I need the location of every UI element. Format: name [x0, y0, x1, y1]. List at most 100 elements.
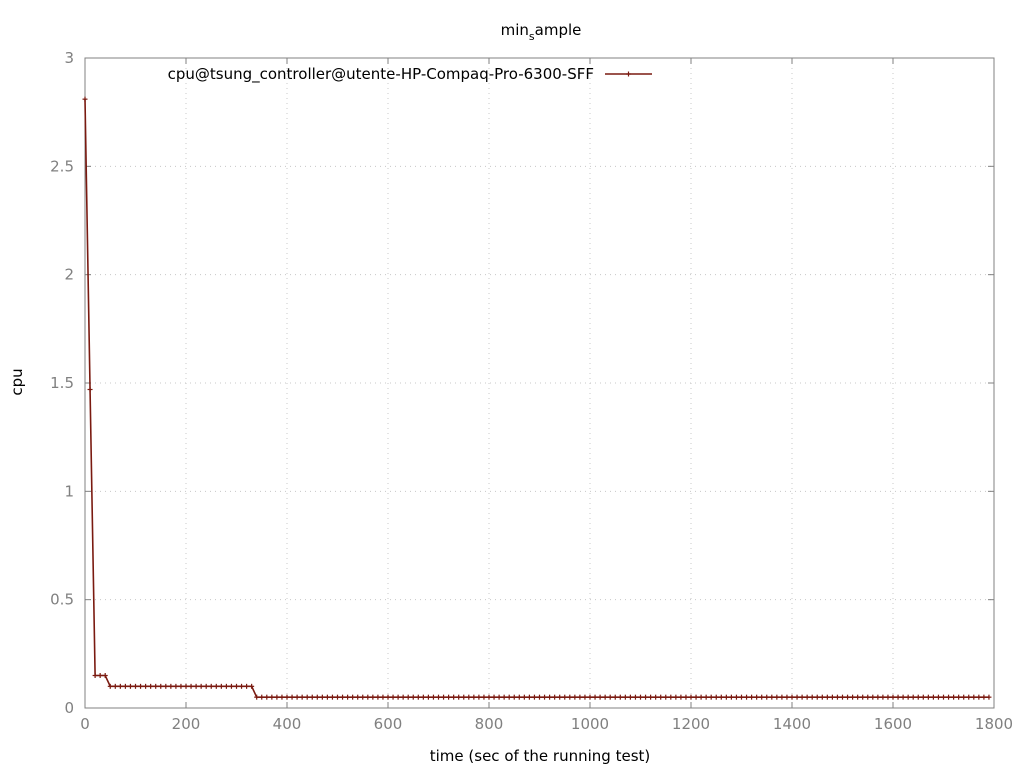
axes: [84, 57, 995, 709]
x-tick-label: 800: [475, 715, 504, 733]
data-point: [668, 694, 674, 700]
data-point: [774, 694, 780, 700]
data-point: [92, 673, 98, 678]
data-point: [930, 694, 936, 700]
data-point: [860, 694, 866, 700]
data-point: [562, 694, 568, 700]
data-point: [789, 694, 795, 700]
data-point: [718, 694, 724, 700]
data-point: [905, 694, 911, 700]
data-point: [188, 683, 194, 689]
data-point: [688, 694, 694, 700]
data-point: [451, 694, 457, 700]
data-point: [198, 683, 204, 689]
data-point: [385, 694, 391, 700]
data-point: [127, 683, 133, 689]
data-point: [168, 683, 174, 689]
data-point: [733, 694, 739, 700]
data-point: [461, 694, 467, 700]
data-point: [143, 683, 149, 689]
data-point: [405, 694, 411, 700]
data-point: [880, 694, 886, 700]
data-point: [279, 694, 285, 700]
data-point: [178, 683, 184, 689]
data-point: [638, 694, 643, 700]
y-tick-label: 2: [64, 266, 74, 284]
data-point: [380, 694, 386, 700]
data-point: [673, 694, 679, 700]
data-point: [819, 694, 825, 700]
x-tick-label: 400: [273, 715, 302, 733]
data-point: [228, 683, 234, 689]
data-point: [329, 694, 335, 700]
series-line: [84, 99, 989, 698]
data-point: [476, 694, 482, 700]
x-tick-label: 1000: [571, 715, 609, 733]
data-point: [107, 683, 113, 689]
data-point: [314, 694, 320, 700]
data-point: [804, 694, 810, 700]
data-point: [749, 694, 755, 700]
chart-title: minsample: [501, 21, 582, 43]
data-point: [264, 694, 270, 700]
data-point: [784, 694, 790, 700]
data-point: [521, 694, 527, 700]
data-point: [622, 694, 628, 700]
data-point: [683, 694, 689, 700]
chart-title-main: min: [501, 21, 529, 39]
data-point: [390, 694, 396, 700]
data-point: [708, 694, 714, 700]
data-point: [941, 694, 946, 700]
data-point: [294, 694, 300, 700]
data-point: [274, 694, 280, 700]
data-point: [340, 694, 346, 700]
data-point: [799, 694, 805, 700]
data-point: [531, 694, 537, 700]
data-point: [410, 694, 416, 700]
data-point: [693, 694, 699, 700]
data-point: [567, 694, 573, 700]
data-point: [117, 683, 123, 689]
x-axis-label: time (sec of the running test): [430, 747, 651, 765]
data-point: [244, 683, 250, 689]
data-point: [607, 694, 613, 700]
data-point: [890, 694, 896, 700]
tick-labels: 0 200 400 600 800 1000 1200 1400 1600 1800 0 0.5 1 1.…: [50, 49, 1013, 733]
data-point: [87, 387, 93, 392]
data-point: [223, 683, 229, 689]
data-point: [547, 694, 553, 700]
data-point: [365, 694, 371, 700]
data-point: [481, 694, 487, 700]
data-point: [824, 694, 830, 700]
data-point: [148, 683, 154, 689]
data-point: [501, 694, 507, 700]
data-point: [971, 694, 977, 700]
data-point: [587, 694, 593, 700]
data-point: [138, 683, 144, 689]
data-point: [829, 694, 835, 700]
data-point: [855, 694, 861, 700]
data-point: [259, 694, 265, 700]
data-point: [703, 694, 709, 700]
data-point: [133, 683, 138, 689]
data-point: [946, 694, 952, 700]
data-point: [395, 694, 401, 700]
grid-lines: [85, 58, 994, 708]
data-point: [643, 694, 649, 700]
data-point: [446, 694, 452, 700]
data-point: [648, 694, 654, 700]
data-point: [744, 694, 750, 700]
data-point: [335, 694, 340, 700]
data-point: [239, 683, 245, 689]
x-tick-label: 1200: [672, 715, 710, 733]
data-point: [850, 694, 856, 700]
data-point: [183, 683, 189, 689]
data-point: [466, 694, 472, 700]
y-axis-label: cpu: [8, 368, 26, 395]
data-point: [208, 683, 214, 689]
data-point: [284, 694, 290, 700]
data-point: [360, 694, 366, 700]
data-point: [592, 694, 598, 700]
data-point: [845, 694, 851, 700]
